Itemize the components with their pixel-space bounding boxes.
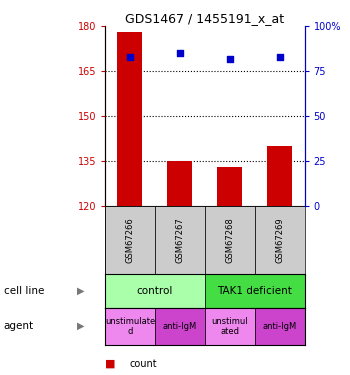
Text: ▶: ▶ xyxy=(77,286,84,296)
Bar xyxy=(205,308,255,345)
Text: ▶: ▶ xyxy=(77,321,84,331)
Bar xyxy=(255,308,304,345)
Bar xyxy=(118,32,142,206)
Bar xyxy=(255,206,304,274)
Point xyxy=(127,54,133,60)
Text: ■: ■ xyxy=(105,359,116,369)
Bar xyxy=(105,308,155,345)
Bar xyxy=(167,161,192,206)
Bar xyxy=(267,146,292,206)
Bar xyxy=(217,167,242,206)
Text: anti-IgM: anti-IgM xyxy=(262,322,297,331)
Text: count: count xyxy=(130,359,157,369)
Text: GSM67268: GSM67268 xyxy=(225,217,234,263)
Text: agent: agent xyxy=(4,321,34,331)
Point xyxy=(227,56,232,62)
Text: unstimulate
d: unstimulate d xyxy=(105,316,155,336)
Bar xyxy=(105,274,205,308)
Bar xyxy=(205,274,304,308)
Text: unstimul
ated: unstimul ated xyxy=(211,316,248,336)
Text: cell line: cell line xyxy=(4,286,44,296)
Bar xyxy=(155,206,205,274)
Text: GSM67267: GSM67267 xyxy=(175,217,184,263)
Text: TAK1 deficient: TAK1 deficient xyxy=(217,286,292,296)
Text: control: control xyxy=(137,286,173,296)
Point xyxy=(277,54,282,60)
Point xyxy=(177,50,183,56)
Bar xyxy=(205,206,255,274)
Text: GSM67266: GSM67266 xyxy=(125,217,134,263)
Bar xyxy=(105,206,155,274)
Bar xyxy=(155,308,205,345)
Title: GDS1467 / 1455191_x_at: GDS1467 / 1455191_x_at xyxy=(125,12,284,25)
Text: GSM67269: GSM67269 xyxy=(275,217,284,263)
Text: anti-IgM: anti-IgM xyxy=(163,322,197,331)
